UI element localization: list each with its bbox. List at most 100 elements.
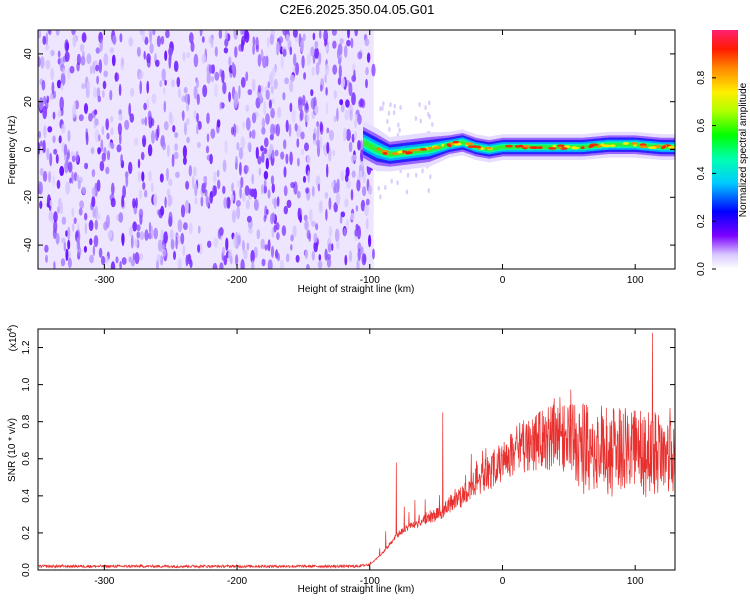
noise-speckle (242, 192, 246, 202)
noise-speckle (49, 199, 53, 207)
ridge-hotspot (467, 145, 476, 149)
noise-speckle (180, 204, 186, 218)
noise-speckle (139, 80, 142, 95)
noise-speckle (129, 113, 135, 123)
noise-speckle (96, 75, 99, 85)
noise-speckle (285, 34, 290, 44)
noise-speckle (245, 117, 251, 131)
noise-speckle (246, 215, 252, 223)
noise-speckle (304, 220, 309, 231)
noise-speckle (124, 119, 130, 130)
noise-speckle (399, 105, 402, 110)
noise-speckle (202, 84, 208, 98)
noise-speckle (232, 234, 238, 249)
noise-speckle (339, 99, 344, 106)
noise-speckle (252, 36, 256, 46)
noise-speckle (161, 248, 167, 257)
noise-speckle (144, 116, 148, 127)
noise-speckle (144, 229, 149, 241)
noise-speckle (344, 173, 349, 183)
noise-speckle (129, 226, 134, 235)
noise-speckle (351, 170, 356, 178)
noise-speckle (206, 72, 211, 84)
noise-speckle (290, 74, 295, 82)
noise-speckle (76, 61, 80, 72)
noise-speckle (261, 258, 266, 267)
noise-speckle (263, 101, 267, 116)
noise-speckle (286, 199, 292, 209)
y-tick-label: 0.8 (21, 414, 32, 428)
noise-speckle (306, 229, 311, 240)
noise-speckle (353, 131, 357, 140)
noise-speckle (274, 149, 279, 157)
noise-speckle (173, 151, 179, 160)
noise-speckle (75, 229, 81, 244)
noise-speckle (73, 217, 77, 224)
x-tick-label: -100 (360, 576, 380, 587)
noise-speckle (319, 123, 324, 135)
noise-speckle (297, 157, 300, 167)
noise-speckle (110, 127, 114, 136)
y-tick-label: -40 (23, 237, 34, 252)
noise-speckle (331, 30, 337, 36)
noise-speckle (98, 247, 103, 258)
noise-speckle (69, 65, 75, 74)
noise-speckle (38, 56, 41, 68)
noise-speckle (71, 207, 75, 218)
noise-speckle (58, 135, 62, 144)
noise-speckle (120, 57, 125, 71)
noise-speckle (241, 239, 245, 251)
noise-speckle (291, 109, 296, 123)
noise-speckle (51, 81, 55, 95)
ridge-hotspot (667, 145, 675, 149)
noise-speckle (296, 190, 301, 199)
ridge-hotspot (505, 144, 513, 148)
noise-speckle (315, 223, 319, 231)
noise-speckle (365, 67, 369, 76)
noise-speckle (184, 200, 190, 214)
noise-speckle (196, 93, 200, 106)
noise-speckle (55, 153, 59, 164)
noise-speckle (193, 110, 197, 120)
noise-speckle (261, 151, 265, 163)
noise-speckle (237, 179, 241, 188)
noise-speckle (306, 263, 310, 269)
noise-speckle (251, 260, 255, 269)
noise-speckle (177, 219, 183, 233)
y-tick-label: 0.4 (21, 488, 32, 502)
noise-speckle (264, 205, 268, 219)
noise-speckle (260, 145, 264, 152)
noise-speckle (244, 30, 250, 43)
noise-speckle (110, 116, 114, 123)
noise-speckle (270, 245, 275, 258)
noise-speckle (111, 182, 115, 196)
noise-speckle (304, 142, 309, 152)
noise-speckle (261, 117, 266, 129)
noise-speckle (273, 197, 277, 209)
noise-speckle (302, 94, 306, 107)
noise-speckle (327, 242, 332, 253)
noise-speckle (83, 245, 87, 253)
noise-speckle (94, 219, 99, 230)
ridge-hotspot (408, 149, 415, 153)
noise-speckle (200, 196, 204, 207)
noise-speckle (56, 79, 62, 89)
noise-speckle (217, 179, 221, 190)
noise-speckle (288, 123, 292, 137)
x-tick-label: 0 (500, 275, 506, 286)
noise-speckle (222, 185, 226, 195)
noise-speckle (239, 162, 242, 176)
noise-speckle (98, 59, 103, 74)
noise-speckle (300, 131, 305, 140)
noise-speckle (310, 89, 314, 97)
noise-speckle (359, 98, 364, 107)
x-tick-label: -200 (227, 576, 247, 587)
noise-speckle (194, 183, 198, 197)
noise-speckle (99, 160, 105, 172)
noise-speckle (293, 53, 297, 67)
noise-speckle (138, 189, 143, 200)
noise-speckle (137, 171, 141, 183)
noise-speckle (47, 126, 53, 133)
noise-speckle (328, 197, 332, 210)
noise-speckle (59, 96, 64, 111)
